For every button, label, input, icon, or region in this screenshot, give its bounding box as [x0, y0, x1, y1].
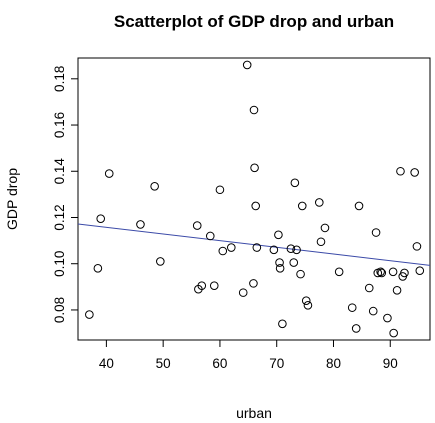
data-point	[377, 268, 387, 278]
data-point	[215, 185, 225, 195]
data-point	[238, 288, 248, 297]
x-tick-label: 90	[383, 356, 398, 371]
data-point	[392, 286, 402, 295]
chart-title: Scatterplot of GDP drop and urban	[114, 12, 394, 31]
data-point	[314, 198, 324, 207]
data-point	[354, 201, 364, 211]
data-point	[274, 230, 283, 240]
plot-area	[77, 57, 431, 341]
data-point	[316, 237, 326, 247]
data-point	[290, 178, 300, 188]
y-tick-label: 0.18	[52, 66, 67, 92]
y-tick-label: 0.12	[52, 204, 67, 230]
data-point	[249, 105, 259, 115]
data-point	[275, 264, 285, 273]
x-tick-label: 50	[156, 356, 171, 371]
data-point	[303, 301, 313, 310]
data-point	[209, 281, 219, 290]
data-point	[205, 231, 215, 241]
x-tick-label: 80	[326, 356, 341, 371]
data-point	[371, 228, 381, 237]
data-point	[275, 258, 284, 267]
data-point	[334, 267, 344, 277]
data-points	[85, 60, 425, 338]
data-point	[250, 163, 259, 173]
data-point	[136, 220, 145, 229]
data-point	[351, 324, 361, 333]
data-point	[218, 246, 228, 256]
y-tick-label: 0.10	[52, 251, 67, 277]
data-point	[388, 267, 398, 277]
data-point	[292, 245, 301, 255]
data-point	[412, 242, 422, 251]
data-point	[400, 268, 409, 278]
x-axis-label: urban	[236, 405, 272, 421]
data-point	[396, 166, 405, 176]
data-point	[289, 258, 299, 267]
data-point	[301, 296, 311, 306]
data-point	[85, 310, 94, 319]
data-point	[226, 243, 236, 252]
y-tick-label: 0.14	[52, 158, 67, 185]
data-point	[286, 244, 296, 253]
data-point	[93, 264, 103, 273]
data-point	[96, 214, 106, 223]
data-point	[410, 168, 419, 177]
data-point	[296, 269, 305, 279]
data-point	[415, 266, 425, 275]
x-tick-label: 60	[212, 356, 227, 371]
data-point	[347, 303, 357, 312]
data-point	[269, 245, 279, 255]
y-axis-label: GDP drop	[4, 168, 20, 230]
data-point	[242, 60, 252, 70]
data-point	[104, 169, 114, 178]
data-point	[278, 319, 287, 329]
data-point	[249, 279, 258, 288]
data-point	[156, 257, 165, 266]
x-tick-label: 70	[269, 356, 284, 371]
x-axis: 40 50 60 70 80 90	[99, 339, 398, 371]
y-axis: 0.08 0.10 0.12 0.14 0.16 0.18	[52, 66, 79, 323]
data-point	[150, 181, 159, 191]
y-tick-label: 0.16	[52, 112, 67, 138]
x-tick-label: 40	[99, 356, 114, 371]
data-point	[383, 313, 392, 323]
data-point	[368, 306, 378, 316]
data-point	[364, 283, 374, 293]
data-point	[197, 281, 207, 290]
data-point	[320, 223, 330, 233]
data-point	[251, 201, 261, 211]
data-point	[389, 328, 398, 338]
data-point	[252, 243, 262, 252]
data-point	[376, 267, 385, 277]
y-tick-label: 0.08	[52, 297, 67, 323]
data-point	[192, 221, 202, 230]
data-point	[297, 201, 307, 211]
